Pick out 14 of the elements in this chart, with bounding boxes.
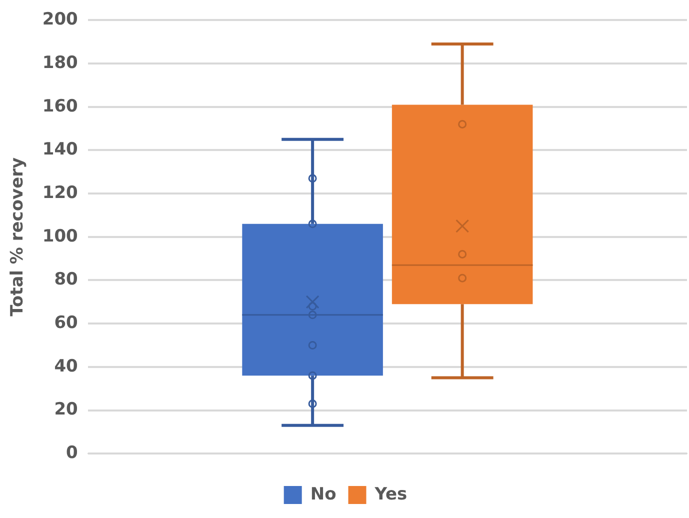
y-tick-label: 160 (42, 96, 78, 116)
y-tick-label: 20 (54, 400, 78, 420)
y-tick-label: 80 (54, 270, 78, 290)
y-tick-label: 100 (42, 226, 78, 246)
y-tick-label: 200 (42, 10, 78, 30)
y-axis-title: Total % recovery (8, 157, 28, 316)
y-tick-label: 60 (54, 313, 78, 333)
y-tick-label: 180 (42, 52, 78, 73)
y-tick-label: 140 (42, 140, 78, 160)
y-tick-label: 40 (54, 356, 78, 376)
y-tick-label: 0 (66, 443, 78, 464)
legend-label: No (310, 484, 336, 504)
y-tick-label: 120 (42, 182, 78, 203)
legend-label: Yes (374, 484, 408, 504)
